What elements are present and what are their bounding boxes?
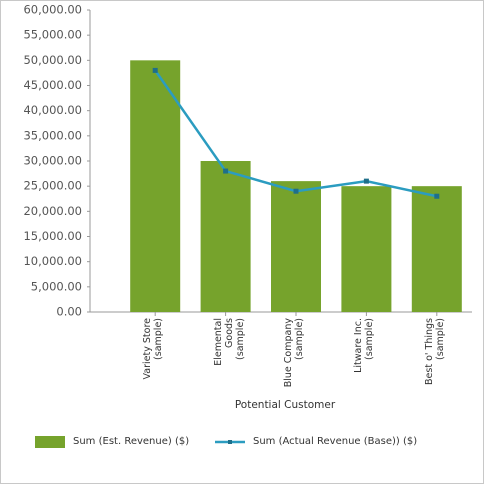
legend-swatch-point: [228, 440, 232, 444]
legend-label: Sum (Est. Revenue) ($): [73, 436, 190, 447]
x-tick-label: Elemental Goods (sample): [212, 318, 246, 366]
y-tick-label: 50,000.00: [23, 53, 82, 67]
line: [154, 69, 438, 198]
x-axis-title: Potential Customer: [235, 399, 336, 411]
bar: [130, 60, 181, 313]
bar: [411, 186, 462, 312]
y-tick-label: 60,000.00: [23, 3, 82, 17]
legend-swatch: [35, 436, 65, 448]
y-tick-label: 45,000.00: [23, 78, 82, 92]
y-tick-label: 55,000.00: [23, 28, 82, 42]
bar: [200, 161, 251, 312]
y-tick-label: 0.00: [56, 305, 82, 319]
line-point: [434, 193, 440, 199]
y-tick-label: 5,000.00: [31, 279, 82, 293]
line-point: [293, 188, 299, 194]
x-tick-label: Best o' Things (sample): [423, 318, 446, 385]
bar: [341, 186, 392, 312]
y-tick-label: 20,000.00: [23, 204, 82, 218]
y-tick-label: 25,000.00: [23, 179, 82, 193]
line-point: [363, 178, 369, 184]
x-tick-label: Blue Company (sample): [283, 318, 305, 388]
line-point: [152, 67, 158, 73]
x-tick-label: Litware Inc. (sample): [353, 318, 376, 373]
y-tick-label: 30,000.00: [23, 154, 82, 168]
line-point: [223, 168, 229, 174]
y-tick-label: 35,000.00: [23, 128, 82, 142]
y-tick-label: 40,000.00: [23, 103, 82, 117]
y-tick-label: 15,000.00: [23, 229, 82, 243]
bar: [271, 181, 321, 312]
y-tick-label: 10,000.00: [23, 254, 82, 268]
legend-label: Sum (Actual Revenue (Base)) ($): [253, 436, 418, 447]
x-tick-label: Variety Store (sample): [142, 318, 165, 380]
